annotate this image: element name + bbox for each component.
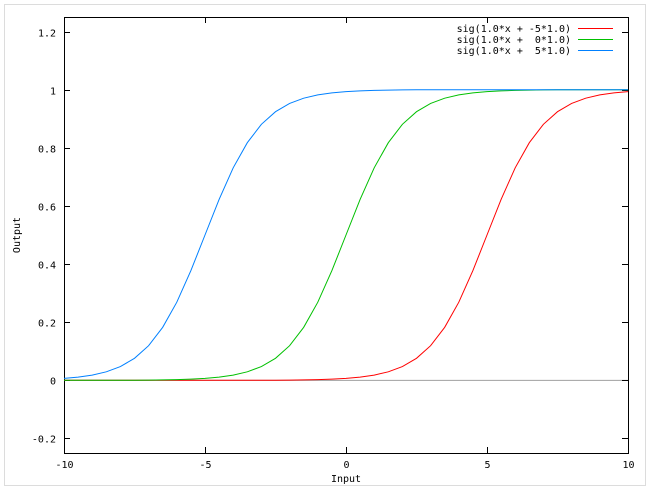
plot-border bbox=[64, 17, 629, 454]
x-tick-label: -5 bbox=[199, 460, 211, 471]
y-tick-label: 1.2 bbox=[38, 29, 56, 40]
y-tick-label: 0.6 bbox=[38, 203, 56, 214]
y-tick-label: 0 bbox=[50, 377, 56, 388]
x-tick-label: 0 bbox=[343, 460, 349, 471]
series-line-2 bbox=[63, 89, 628, 379]
legend-label-2: sig(1.0*x + 5*1.0) bbox=[457, 46, 571, 57]
legend-label-1: sig(1.0*x + 0*1.0) bbox=[457, 35, 571, 46]
y-tick-label: 0.8 bbox=[38, 145, 56, 156]
x-tick-label: 10 bbox=[622, 460, 634, 471]
series-line-1 bbox=[64, 89, 628, 381]
y-tick-label: -0.2 bbox=[32, 435, 56, 446]
x-tick-label: -10 bbox=[55, 460, 73, 471]
y-tick-label: 0.2 bbox=[38, 319, 56, 330]
chart-frame bbox=[4, 4, 646, 486]
y-axis-label: Output bbox=[12, 217, 23, 253]
x-axis-label: Input bbox=[331, 474, 361, 485]
legend-label-0: sig(1.0*x + -5*1.0) bbox=[457, 24, 571, 35]
y-tick-label: 0.4 bbox=[38, 261, 56, 272]
x-tick-label: 5 bbox=[484, 460, 490, 471]
y-tick-label: 1 bbox=[50, 87, 56, 98]
